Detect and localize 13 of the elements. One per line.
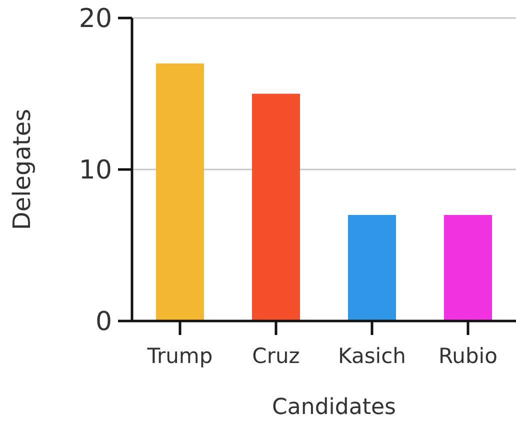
y-axis-title: Delegates — [8, 108, 36, 230]
x-axis-title: Candidates — [272, 395, 396, 420]
bar — [156, 63, 204, 321]
bar — [348, 214, 396, 321]
x-tick-label: Trump — [146, 344, 213, 368]
bar — [444, 214, 492, 321]
bar — [252, 94, 300, 321]
x-tick-label: Kasich — [338, 344, 406, 368]
y-tick-label: 10 — [78, 156, 112, 186]
x-tick-label: Cruz — [252, 344, 300, 368]
y-tick-label: 20 — [78, 4, 112, 34]
y-tick-label: 0 — [95, 307, 112, 338]
x-tick-label: Rubio — [438, 344, 498, 368]
